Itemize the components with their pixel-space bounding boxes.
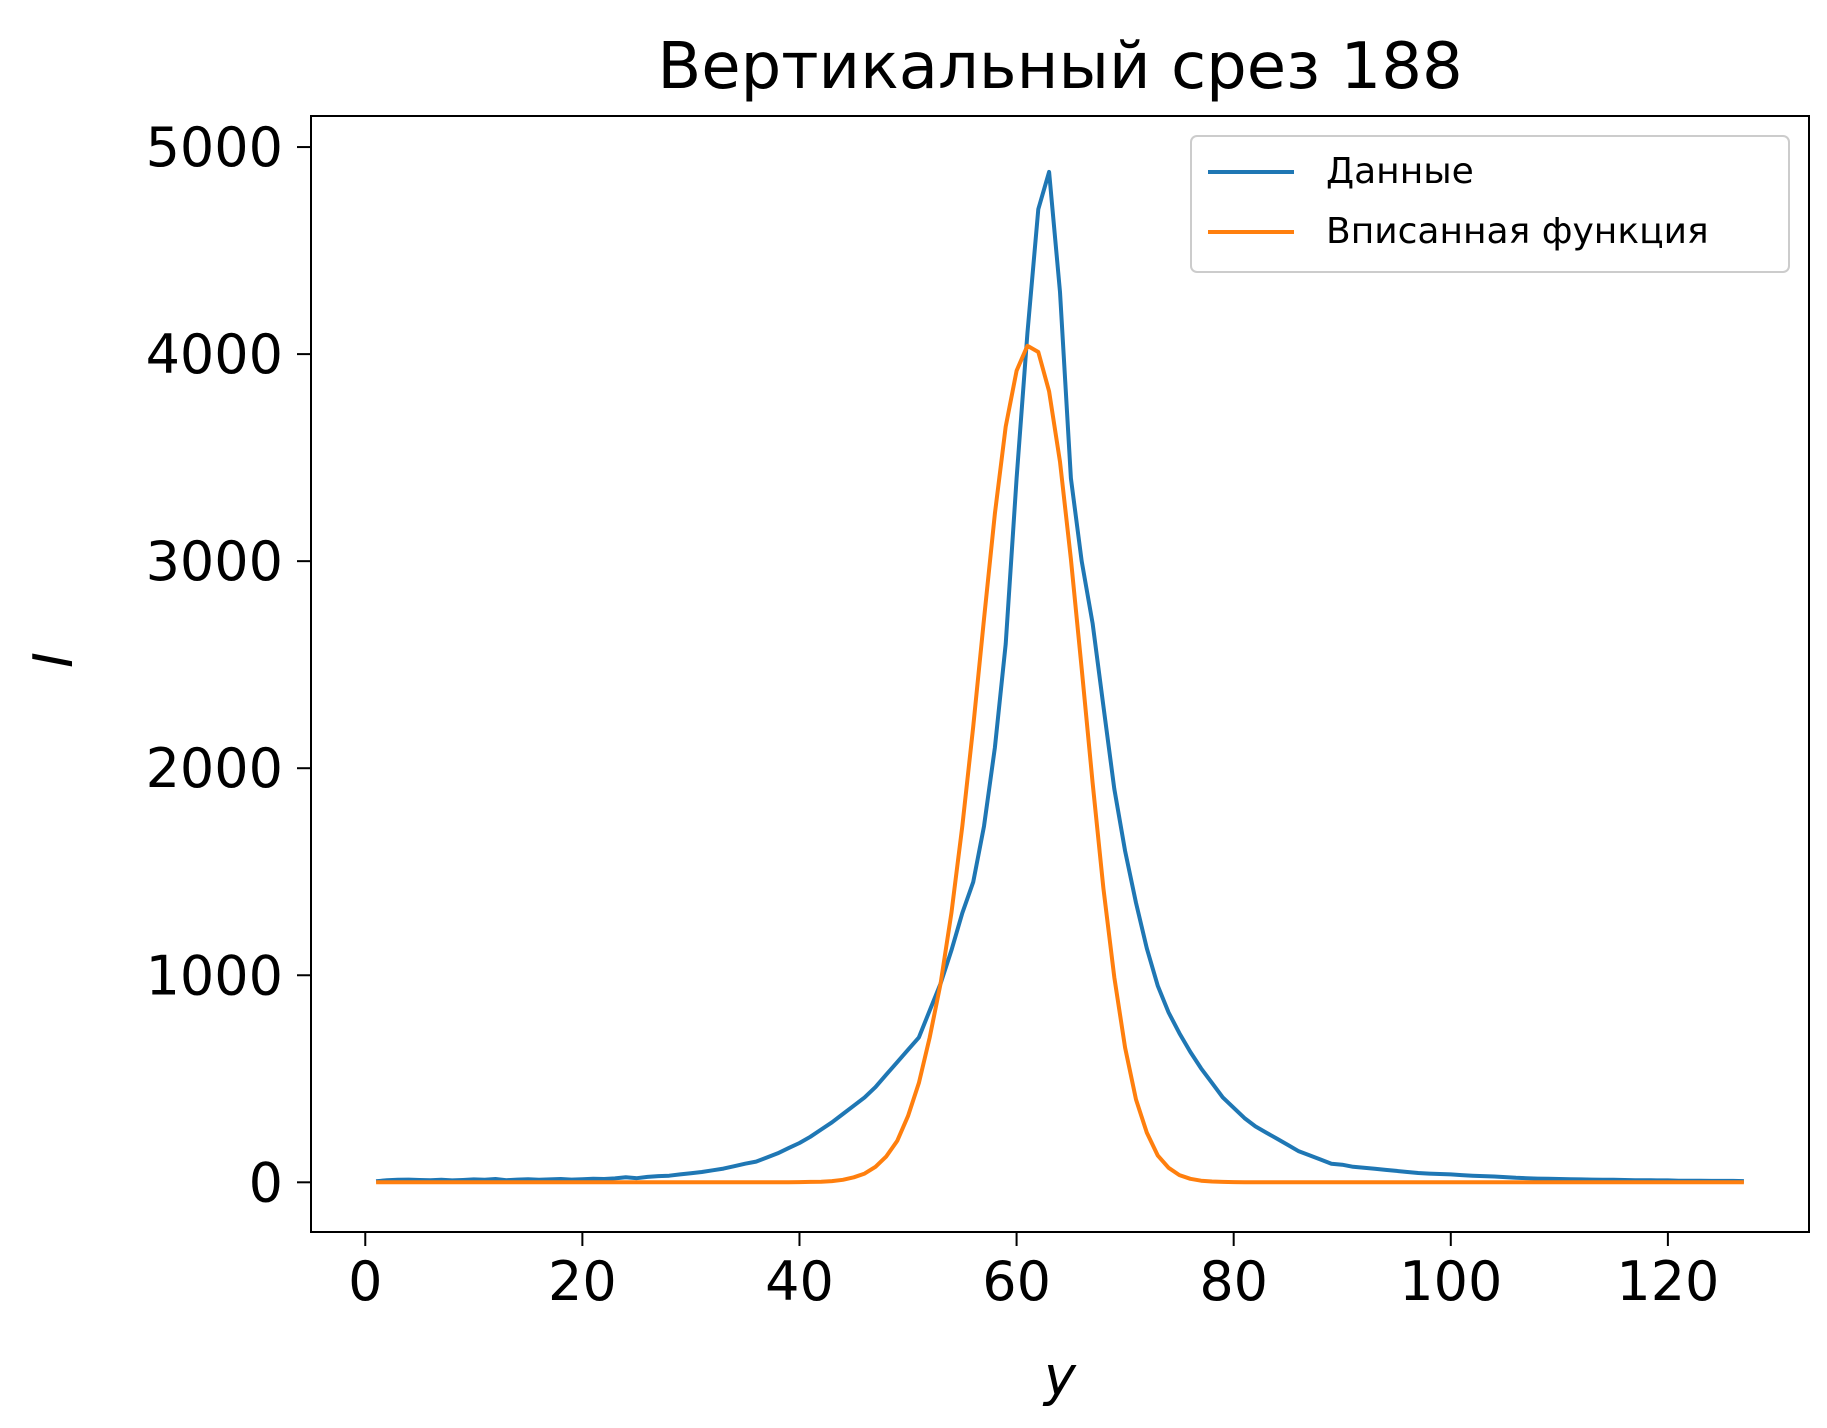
series-line-fit — [376, 343, 1744, 1185]
y-tick-label: 3000 — [146, 530, 283, 593]
plot-area — [310, 115, 1810, 1233]
legend: Данные Вписанная функция — [1190, 135, 1790, 273]
x-tick-label: 40 — [765, 1250, 834, 1313]
legend-label-fit: Вписанная функция — [1326, 211, 1709, 252]
x-axis-ticks: 0 20 40 60 80 100 120 — [348, 1232, 1719, 1313]
y-tick-label: 1000 — [146, 944, 283, 1007]
chart-title: Вертикальный срез 188 — [657, 30, 1462, 104]
legend-box — [1190, 135, 1790, 273]
x-axis-label: y — [1042, 1345, 1077, 1408]
series-layer — [375, 169, 1744, 1185]
y-tick-label: 2000 — [146, 737, 283, 800]
axes-frame — [310, 115, 1810, 1233]
x-tick-label: 0 — [348, 1250, 382, 1313]
x-tick-label: 60 — [982, 1250, 1051, 1313]
y-axis-label: I — [22, 652, 85, 668]
x-tick-label: 100 — [1399, 1250, 1502, 1313]
legend-label-data: Данные — [1326, 151, 1474, 192]
x-tick-label: 120 — [1616, 1250, 1719, 1313]
x-tick-label: 20 — [548, 1250, 617, 1313]
x-tick-label: 80 — [1199, 1250, 1268, 1313]
y-axis-ticks: 0 1000 2000 3000 4000 5000 — [146, 116, 311, 1214]
y-tick-label: 0 — [249, 1151, 283, 1214]
y-tick-label: 4000 — [146, 323, 283, 386]
y-tick-label: 5000 — [146, 116, 283, 179]
series-line-data — [375, 169, 1744, 1184]
